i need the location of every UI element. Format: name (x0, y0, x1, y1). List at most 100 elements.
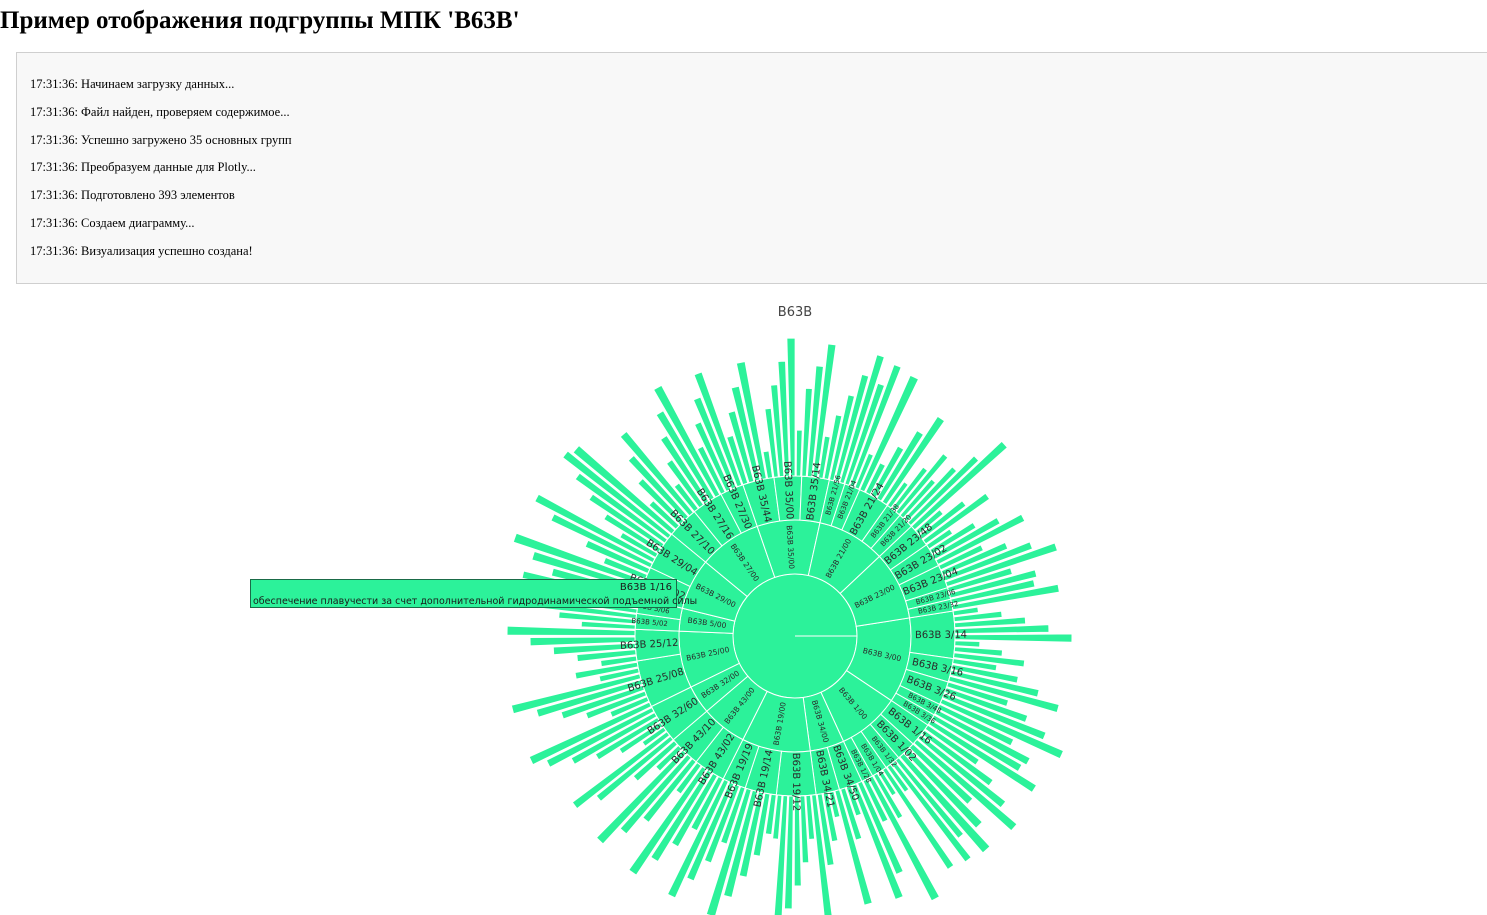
sunburst-leaf[interactable] (580, 620, 636, 630)
sunburst-leaf[interactable] (954, 624, 1050, 635)
sunburst-leaf[interactable] (598, 667, 640, 683)
sunburst-leaf[interactable] (941, 692, 1047, 741)
sunburst-leaf[interactable] (840, 787, 863, 841)
sunburst-leaf[interactable] (673, 482, 700, 513)
sunburst-leaf[interactable] (692, 396, 737, 490)
sunburst-leaf[interactable] (929, 521, 977, 555)
sunburst-leaf[interactable] (867, 775, 941, 902)
sunburst-leaf[interactable] (907, 455, 980, 527)
sunburst-leaf[interactable] (822, 791, 839, 843)
sunburst-leaf[interactable] (851, 783, 904, 901)
sunburst-leaf[interactable] (951, 583, 1060, 611)
sunburst-leaf[interactable] (845, 785, 862, 817)
sunburst-leaf[interactable] (595, 749, 688, 845)
sunburst-leaf[interactable] (834, 373, 870, 483)
sunburst-leaf[interactable] (932, 516, 1001, 560)
sunburst-leaf[interactable] (719, 785, 746, 845)
sunburst-leaf[interactable] (783, 795, 794, 910)
sunburst-leaf[interactable] (939, 698, 1065, 760)
sunburst-leaf[interactable] (735, 360, 767, 481)
sunburst-leaf[interactable] (950, 663, 1019, 684)
sunburst-leaf[interactable] (886, 481, 909, 509)
sunburst-leaf[interactable] (910, 440, 1009, 531)
sunburst-leaf[interactable] (777, 360, 791, 477)
sunburst-leaf[interactable] (528, 701, 653, 766)
sunburst-leaf[interactable] (545, 706, 655, 768)
sunburst-leaf[interactable] (752, 792, 771, 857)
sunburst-leaf[interactable] (696, 445, 726, 495)
sunburst-leaf[interactable] (854, 452, 875, 490)
sunburst-leaf[interactable] (619, 430, 695, 517)
sunburst-leaf[interactable] (864, 462, 887, 496)
sunburst-leaf[interactable] (584, 539, 651, 575)
sunburst-leaf[interactable] (953, 616, 1027, 629)
sunburst-leaf[interactable] (816, 793, 835, 867)
sunburst-leaf[interactable] (535, 679, 644, 718)
sunburst-leaf[interactable] (817, 435, 831, 480)
sunburst-leaf[interactable] (703, 783, 741, 864)
sunburst-leaf[interactable] (890, 760, 972, 863)
sunburst-leaf[interactable] (534, 493, 656, 564)
sunburst-leaf[interactable] (924, 724, 981, 766)
sunburst-leaf[interactable] (801, 387, 813, 477)
sunburst-leaf[interactable] (954, 633, 1073, 643)
sunburst-leaf[interactable] (609, 696, 650, 719)
sunburst-leaf[interactable] (811, 794, 834, 915)
sunburst-leaf[interactable] (648, 499, 681, 530)
sunburst-leaf[interactable] (552, 642, 637, 656)
sunburst-leaf[interactable] (772, 794, 783, 840)
sunburst-leaf[interactable] (936, 703, 1015, 747)
sunburst-leaf[interactable] (937, 544, 985, 571)
sunburst-leaf[interactable] (627, 454, 690, 521)
sunburst-leaf[interactable] (690, 775, 724, 832)
sunburst-leaf[interactable] (650, 769, 713, 863)
sunburst-leaf[interactable] (876, 429, 925, 502)
sunburst-leaf[interactable] (595, 735, 674, 803)
sunburst-leaf[interactable] (588, 493, 665, 549)
sunburst-leaf[interactable] (561, 450, 672, 540)
sunburst-leaf[interactable] (908, 743, 974, 806)
sunburst-root[interactable] (732, 573, 858, 699)
sunburst-leaf[interactable] (913, 738, 1018, 832)
sunburst-leaf[interactable] (839, 354, 886, 485)
sunburst-leaf[interactable] (641, 726, 667, 747)
sunburst-leaf[interactable] (558, 611, 637, 625)
sunburst-leaf[interactable] (670, 772, 719, 848)
sunburst-leaf[interactable] (762, 450, 774, 479)
sunburst-leaf[interactable] (619, 753, 692, 835)
sunburst-leaf[interactable] (894, 757, 965, 840)
sunburst-leaf[interactable] (934, 709, 1031, 766)
sunburst-leaf[interactable] (574, 661, 639, 680)
sunburst-leaf[interactable] (594, 716, 661, 761)
sunburst-leaf[interactable] (917, 734, 1007, 809)
sunburst-leaf[interactable] (944, 687, 1029, 724)
sunburst-leaf[interactable] (881, 415, 946, 506)
sunburst-leaf[interactable] (632, 740, 679, 782)
sunburst-leaf[interactable] (834, 789, 873, 906)
sunburst-leaf[interactable] (655, 410, 715, 502)
sunburst-leaf[interactable] (764, 793, 777, 836)
sunburst-leaf[interactable] (903, 748, 984, 829)
sunburst-leaf[interactable] (872, 772, 904, 820)
sunburst-leaf[interactable] (665, 458, 705, 509)
sunburst-leaf[interactable] (628, 765, 708, 876)
sunburst-leaf[interactable] (877, 769, 898, 797)
sunburst-leaf[interactable] (652, 384, 721, 498)
sunburst-leaf[interactable] (584, 690, 648, 720)
sunburst-leaf[interactable] (950, 579, 1036, 605)
sunburst-leaf[interactable] (659, 434, 710, 505)
sunburst-leaf[interactable] (666, 778, 730, 899)
sunburst-leaf[interactable] (637, 477, 685, 526)
sunburst-leaf[interactable] (903, 466, 958, 523)
sunburst-leaf[interactable] (599, 655, 638, 668)
sunburst-leaf[interactable] (828, 394, 856, 482)
sunburst-leaf[interactable] (935, 513, 1026, 566)
sunburst-leaf[interactable] (725, 434, 749, 486)
sunburst-leaf[interactable] (576, 649, 637, 663)
sunburst-leaf[interactable] (920, 729, 994, 787)
sunburst-leaf[interactable] (886, 763, 910, 793)
sunburst-leaf[interactable] (812, 343, 837, 479)
sunburst-leaf[interactable] (738, 791, 765, 878)
sunburst-leaf[interactable] (940, 541, 1009, 576)
